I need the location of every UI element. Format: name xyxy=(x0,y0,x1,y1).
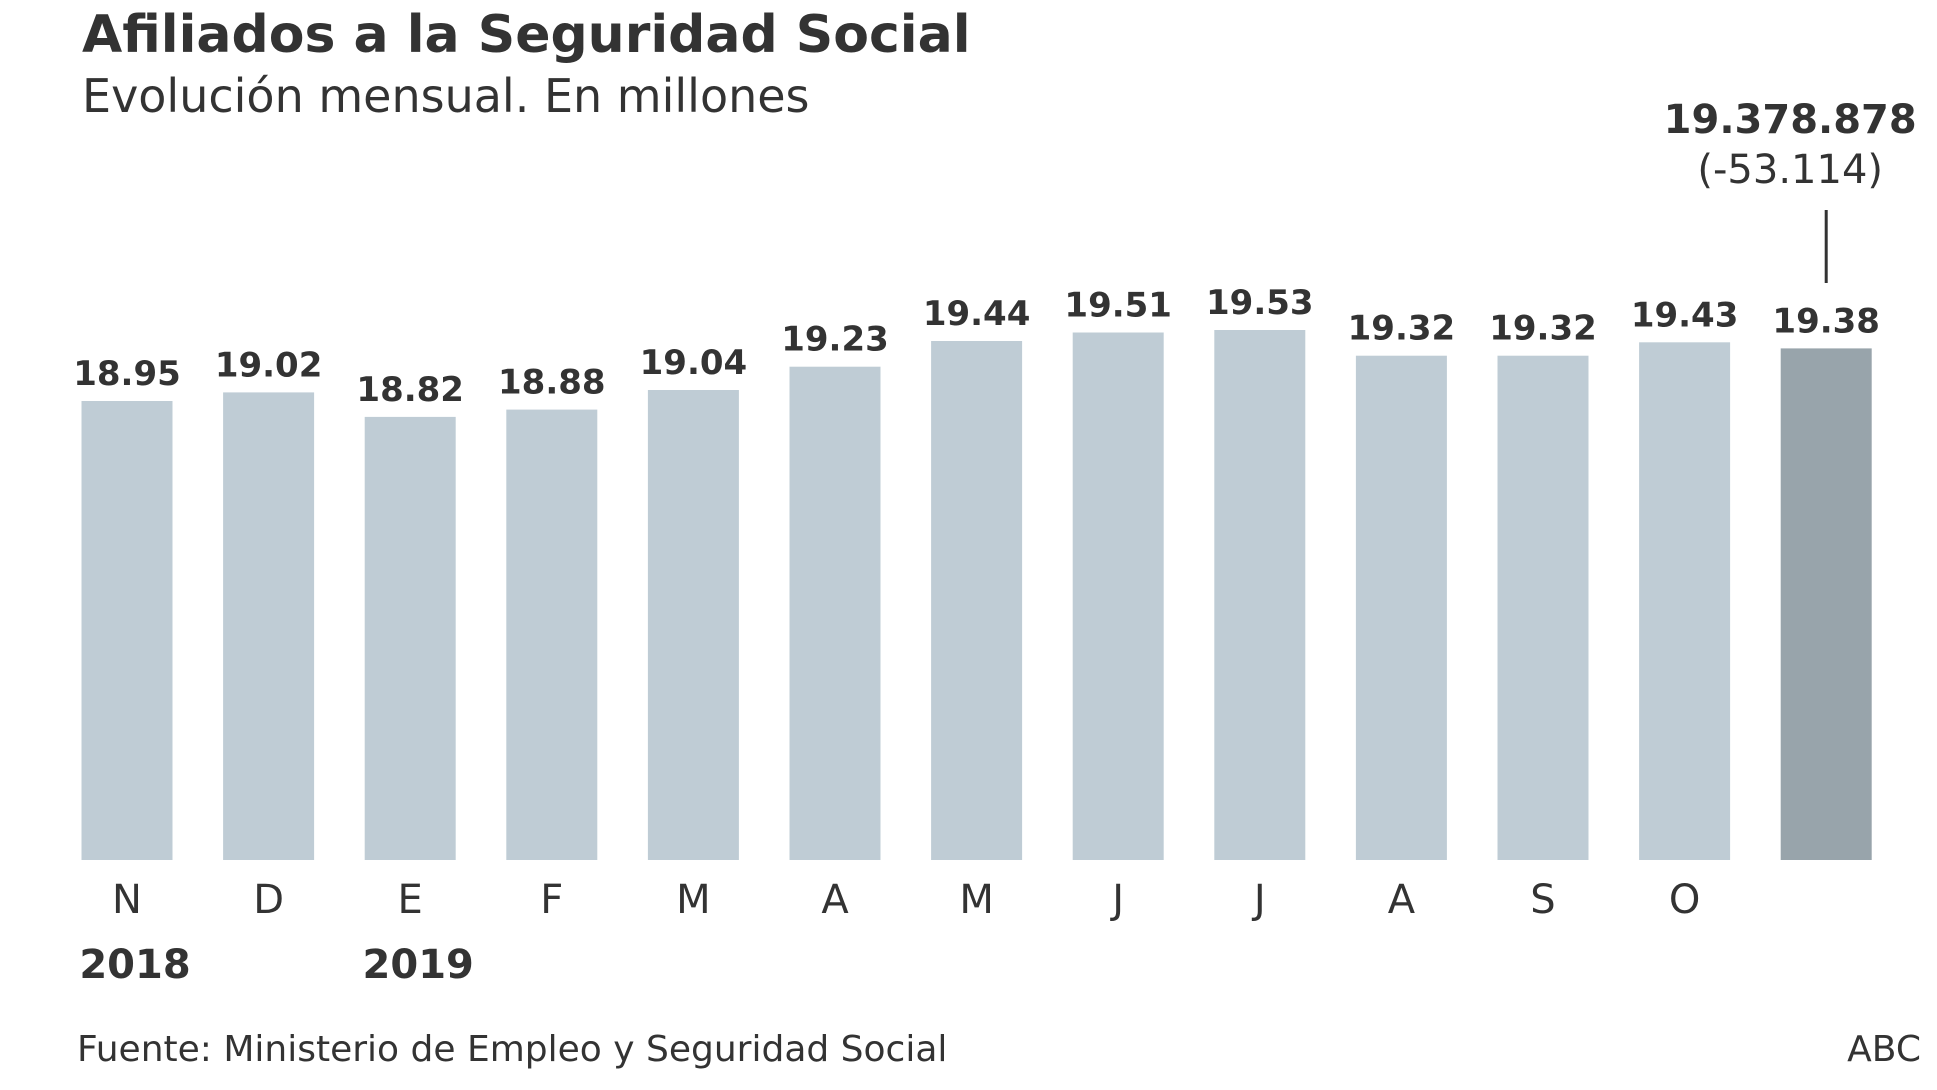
value-label-1: 19.02 xyxy=(215,345,323,385)
value-label-10: 19.32 xyxy=(1489,309,1597,349)
bar-10 xyxy=(1497,355,1589,860)
bar-0 xyxy=(81,401,173,860)
value-label-7: 19.51 xyxy=(1064,286,1172,326)
bar-5 xyxy=(789,366,881,860)
value-label-3: 18.88 xyxy=(498,363,606,403)
value-label-9: 19.32 xyxy=(1348,309,1456,349)
category-label-0: N xyxy=(112,877,142,923)
footer-source: Fuente: Ministerio de Empleo y Seguridad… xyxy=(77,1029,947,1070)
value-label-5: 19.23 xyxy=(781,320,889,360)
year-label-1: 2019 xyxy=(363,942,474,988)
value-labels-layer: 18.95 19.02 18.82 18.88 19.04 19.23 19.44 19.51… xyxy=(73,283,1880,410)
category-label-9: A xyxy=(1388,877,1416,923)
bar-9 xyxy=(1355,355,1447,860)
annotation-value: 19.378.878 xyxy=(1664,97,1917,143)
category-label-11: O xyxy=(1669,877,1700,923)
category-label-4: M xyxy=(676,877,711,923)
bar-6 xyxy=(931,341,1023,860)
bars-layer xyxy=(81,330,1872,860)
category-label-7: J xyxy=(1109,877,1124,923)
value-label-11: 19.43 xyxy=(1631,295,1739,335)
value-label-4: 19.04 xyxy=(640,343,748,383)
category-label-8: J xyxy=(1251,877,1266,923)
annotation-change: (-53.114) xyxy=(1697,147,1883,193)
value-label-2: 18.82 xyxy=(356,370,464,410)
bar-3 xyxy=(506,409,598,860)
value-label-12: 19.38 xyxy=(1772,301,1880,341)
highlight-annotation: 19.378.878 (-53.114) xyxy=(1664,97,1917,283)
year-label-0: 2018 xyxy=(79,942,190,988)
bar-4 xyxy=(647,390,739,860)
category-label-2: E xyxy=(398,877,423,923)
bar-7 xyxy=(1072,332,1164,860)
value-label-0: 18.95 xyxy=(73,354,181,394)
chart-title: Afiliados a la Seguridad Social xyxy=(82,5,971,65)
year-labels-layer: 2018 2019 xyxy=(79,942,474,988)
value-label-6: 19.44 xyxy=(923,294,1031,334)
category-label-6: M xyxy=(959,877,994,923)
category-label-3: F xyxy=(540,877,563,923)
chart-subtitle: Evolución mensual. En millones xyxy=(82,69,810,123)
category-label-1: D xyxy=(253,877,284,923)
bar-8 xyxy=(1214,330,1306,860)
bar-2 xyxy=(364,416,456,860)
bar-1 xyxy=(223,392,315,860)
footer-brand: ABC xyxy=(1847,1029,1921,1070)
value-label-8: 19.53 xyxy=(1206,283,1314,323)
bar-12 xyxy=(1780,348,1872,860)
bar-11 xyxy=(1639,342,1731,860)
category-label-10: S xyxy=(1530,877,1555,923)
category-label-5: A xyxy=(821,877,849,923)
